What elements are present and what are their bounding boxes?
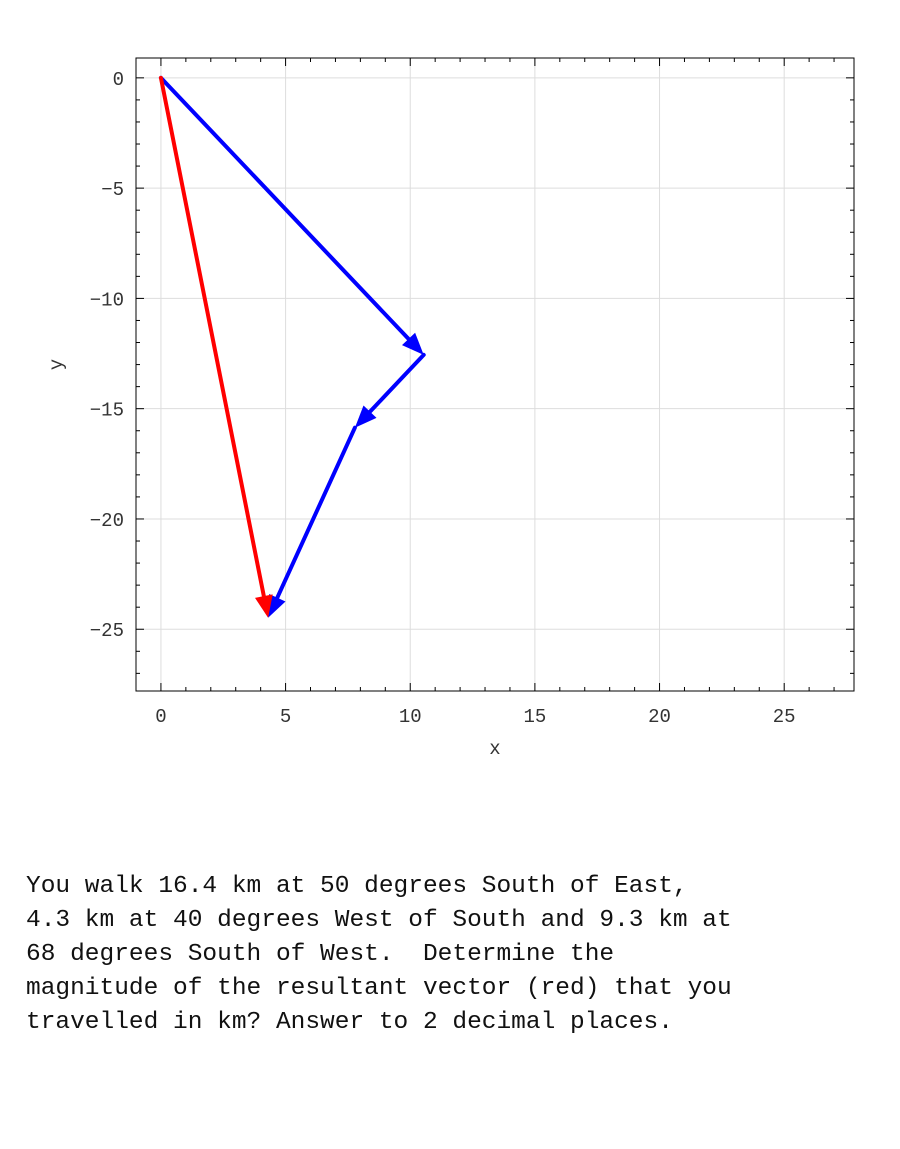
component-vector-head	[268, 594, 286, 618]
component-vector-head	[354, 405, 377, 428]
y-tick-label: −20	[90, 510, 124, 532]
x-tick-label: 25	[773, 706, 796, 728]
question-line: 4.3 km at 40 degrees West of South and 9…	[26, 907, 732, 934]
question-line: 68 degrees South of West. Determine the	[26, 941, 615, 968]
x-tick-label: 0	[155, 706, 166, 728]
y-tick-label: −10	[90, 289, 124, 311]
x-tick-label: 10	[399, 706, 422, 728]
question-line: travelled in km? Answer to 2 decimal pla…	[26, 1009, 673, 1036]
x-tick-label: 5	[280, 706, 291, 728]
vector-chart: 0 5 10 15 20 25 0 −5 −10 −15 −20 −25 x y	[46, 57, 855, 760]
y-tick-label: 0	[113, 69, 124, 91]
component-vector-shaft	[366, 352, 426, 416]
x-tick-label: 20	[648, 706, 671, 728]
y-tick-label: −15	[90, 400, 124, 422]
y-axis-label: y	[46, 359, 68, 370]
vectors	[158, 75, 426, 618]
ticks	[135, 58, 854, 691]
component-vector-shaft	[274, 425, 357, 602]
y-tick-label: −5	[101, 179, 124, 201]
tick-labels: 0 5 10 15 20 25 0 −5 −10 −15 −20 −25	[90, 69, 796, 728]
question-line: You walk 16.4 km at 50 degrees South of …	[26, 873, 688, 900]
question-line: magnitude of the resultant vector (red) …	[26, 975, 732, 1002]
component-vector-shaft	[158, 75, 412, 343]
resultant-vector-head	[255, 594, 273, 618]
x-axis-label: x	[489, 738, 500, 760]
y-tick-label: −25	[90, 620, 124, 642]
grid	[136, 58, 854, 691]
x-tick-label: 15	[523, 706, 546, 728]
plot-frame	[135, 57, 855, 692]
component-vector-head	[402, 332, 424, 355]
resultant-vector-shaft	[158, 75, 267, 601]
question-text: You walk 16.4 km at 50 degrees South of …	[26, 870, 886, 1040]
